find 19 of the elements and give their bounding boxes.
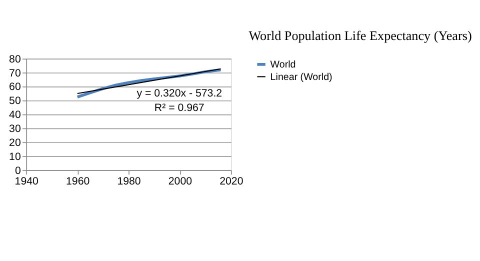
text: World Population Life Expectancy (Years): [248, 28, 472, 43]
x-tick-label: 2020: [220, 175, 244, 188]
legend-label: Linear (World): [270, 72, 332, 83]
annotation: R² = 0.967: [154, 102, 204, 114]
y-tick-label: 30: [9, 122, 21, 135]
y-tick-label: 40: [9, 109, 21, 122]
x-tick-label: 2000: [168, 175, 192, 188]
legend-label: World: [270, 60, 296, 71]
y-tick-label: 0: [14, 164, 21, 177]
y-tick-label: 80: [9, 53, 21, 66]
x-tick-label: 1980: [117, 175, 141, 188]
x-tick-label: 1940: [14, 175, 39, 188]
y-tick-label: 20: [9, 136, 21, 149]
annotation: y = 0.320x - 573.2: [136, 87, 222, 100]
y-tick-label: 10: [9, 150, 21, 163]
y-tick-label: 60: [9, 81, 21, 94]
y-tick-label: 70: [9, 67, 21, 80]
y-tick-label: 50: [9, 95, 21, 108]
x-tick-label: 1960: [66, 175, 90, 188]
